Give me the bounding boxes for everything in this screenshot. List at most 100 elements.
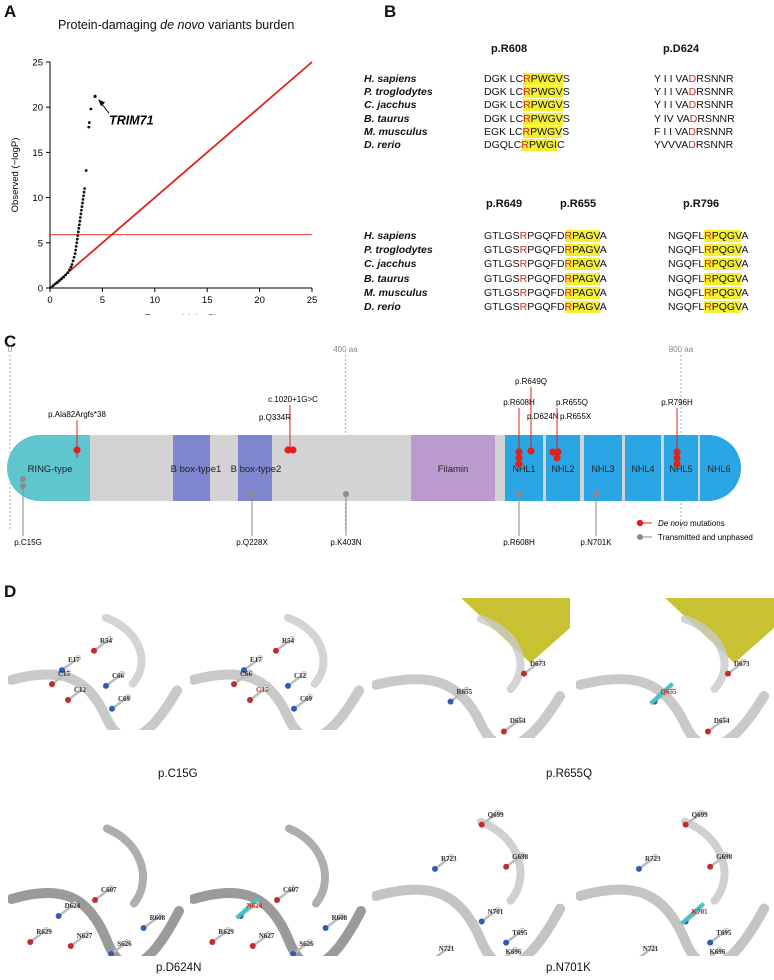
residue-label: N701 <box>487 907 504 916</box>
residue-label: D624 <box>64 902 81 910</box>
species-name: M. musculus <box>364 286 428 299</box>
atom <box>723 927 730 934</box>
atom <box>721 716 727 723</box>
variant-residue-highlighted: R <box>704 258 712 271</box>
side-chain-stick <box>709 853 727 868</box>
sequence-segment: PGQFD <box>527 272 565 285</box>
residue-label: C12 <box>294 671 307 680</box>
sequence-segment: A <box>599 301 607 313</box>
sequence-segment: NGQFL <box>668 301 705 313</box>
structure-svg <box>576 809 770 956</box>
alignment-row-r649-r655: GTLGSRPGQFDRPAGVA <box>484 258 607 271</box>
data-point <box>53 282 57 286</box>
data-point <box>74 245 78 248</box>
variant-residue-highlighted: R <box>704 301 712 313</box>
sequence-segment: DGK LC <box>484 73 524 85</box>
data-point <box>82 194 85 198</box>
atom <box>519 927 526 934</box>
domain-label: NHL4 <box>631 464 654 474</box>
backbone-tube <box>476 615 525 693</box>
variant-residue: D <box>688 73 697 85</box>
residue-label: D673 <box>529 659 546 668</box>
sequence-segment: S <box>562 112 570 125</box>
data-point <box>62 275 66 279</box>
de-novo-dot <box>515 448 523 456</box>
structures-panel: R54 E17 C15 C66 C12 C69 R54 E17 C66 C12 G15 C69 D673… <box>0 590 774 980</box>
legend-de-novo-dot <box>636 519 644 527</box>
residue-label: Q699 <box>691 810 708 819</box>
variant-residue-highlighted: R <box>523 73 531 85</box>
species-name: P. troglodytes <box>364 244 433 257</box>
backbone-tube <box>372 674 566 738</box>
species-name: C. jacchus <box>364 99 417 112</box>
panel-letter-a: A <box>4 2 17 21</box>
backbone-tube <box>372 884 566 956</box>
atom <box>225 927 232 933</box>
sequence-segment: NGQFL <box>668 230 705 242</box>
atom <box>682 821 689 828</box>
atom <box>43 927 50 933</box>
alignment-row-r608: DGQLCRPWGIC <box>484 139 565 151</box>
sequence-segment: DGK LC <box>484 99 524 112</box>
atom <box>231 681 237 688</box>
structure-svg <box>8 824 184 956</box>
atom <box>445 944 452 951</box>
data-point <box>80 208 83 212</box>
alignment-row-d624: Y IV VADRSNNR <box>654 113 735 125</box>
atom <box>119 671 125 677</box>
data-point <box>71 259 75 263</box>
y-tick-label: 0 <box>38 284 43 295</box>
data-point <box>81 201 84 205</box>
alignment-row-r796: NGQFLRPQGVA <box>668 286 749 299</box>
residue-label: R723 <box>440 854 457 863</box>
side-chain-stick <box>709 929 727 944</box>
domain-nhl2 <box>546 435 580 501</box>
variant-residue: R <box>519 258 528 271</box>
expected-line <box>49 61 313 289</box>
backbone-tube <box>576 674 770 738</box>
side-chain-stick <box>110 941 128 955</box>
variant-residue-highlighted: R <box>564 272 573 285</box>
side-chain-stick <box>29 929 48 943</box>
data-point <box>60 277 63 281</box>
sequence-segment: EGK LC <box>484 125 523 138</box>
species-name: B. taurus <box>364 112 410 125</box>
structure-render-c15g-wt: R54 E17 C15 C66 C12 C69 <box>8 598 186 730</box>
sequence-segment: GTLGS <box>484 286 520 299</box>
data-point <box>73 252 77 256</box>
scale-label: 800 aa <box>669 345 694 354</box>
variant-residue: R <box>519 286 528 299</box>
atom <box>463 686 470 693</box>
backbone-tube <box>576 884 770 956</box>
alignment-row-r649-r655: GTLGSRPGQFDRPAGVA <box>484 301 607 313</box>
conserved-motif: PQGV <box>711 258 742 271</box>
atom <box>707 939 714 946</box>
side-chain-stick <box>505 853 523 868</box>
atom <box>92 897 99 903</box>
side-chain-stick <box>523 660 541 675</box>
atom <box>67 943 74 949</box>
atom <box>274 897 281 903</box>
helix-ribbon <box>665 598 774 663</box>
caption-c15g: p.C15G <box>158 768 198 780</box>
residue-label: R54 <box>282 636 295 645</box>
residue-label: Q699 <box>487 810 504 819</box>
side-chain-stick <box>94 887 112 901</box>
sequence-segment: A <box>741 272 749 285</box>
residue-label: T695 <box>512 928 528 937</box>
sequence-segment: A <box>741 286 749 299</box>
sequence-segment: A <box>741 301 749 313</box>
data-point <box>74 248 78 252</box>
sequence-segment: A <box>599 244 607 257</box>
x-tick-label: 15 <box>202 295 213 306</box>
alignment-row-d624: F I I VADRSNNR <box>654 126 733 138</box>
atom <box>537 658 543 665</box>
y-axis-label: Observed (−logP) <box>10 138 21 213</box>
x-tick-label: 5 <box>100 295 105 306</box>
legend-de-novo-em: De novo <box>658 519 688 528</box>
de-novo-label: p.R649Q <box>515 377 547 386</box>
de-novo-dot <box>527 447 535 455</box>
side-chain-stick <box>480 908 499 923</box>
sequence-segment: A <box>599 230 607 242</box>
backbone-tube <box>285 824 329 908</box>
